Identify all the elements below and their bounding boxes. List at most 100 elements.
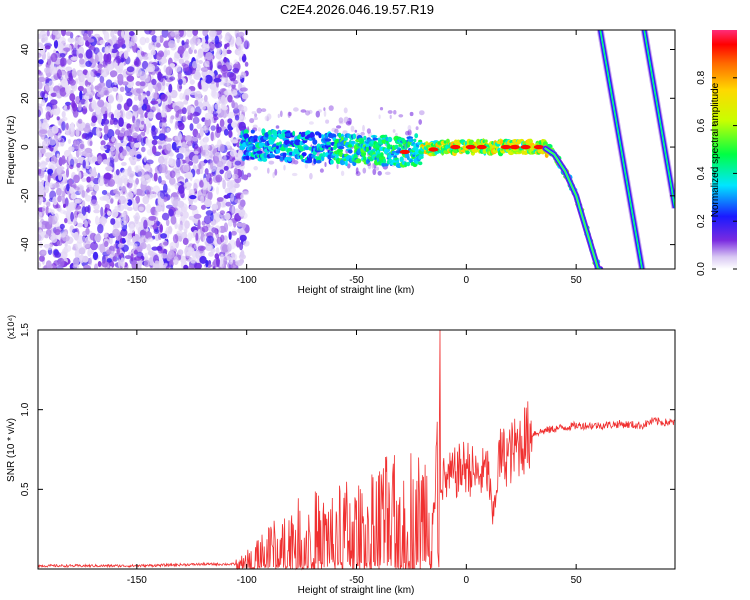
noise-blob xyxy=(158,265,166,269)
noise-blob xyxy=(44,67,51,74)
noise-blob xyxy=(203,144,210,150)
ridge-point xyxy=(465,150,470,155)
ridge-point xyxy=(262,157,268,162)
noise-blob xyxy=(223,194,230,199)
noise-blob xyxy=(336,125,342,129)
spectrogram-heatmap xyxy=(38,30,675,269)
noise-blob xyxy=(216,197,224,202)
noise-blob xyxy=(141,234,145,240)
noise-blob xyxy=(185,171,193,180)
noise-blob xyxy=(45,106,52,112)
noise-blob xyxy=(222,106,228,111)
colorbar-tick-label: 0.0 xyxy=(696,262,707,276)
noise-blob xyxy=(146,159,154,165)
noise-blob xyxy=(110,218,116,225)
noise-blob xyxy=(149,219,155,226)
noise-blob xyxy=(300,109,307,113)
noise-blob xyxy=(210,248,216,253)
x-tick-label: 0 xyxy=(464,575,470,586)
noise-blob xyxy=(132,104,139,112)
noise-blob xyxy=(377,170,382,176)
noise-blob xyxy=(74,198,82,204)
noise-blob xyxy=(86,156,91,162)
noise-blob xyxy=(135,188,143,196)
noise-blob xyxy=(97,99,105,108)
noise-blob xyxy=(165,137,173,142)
noise-blob xyxy=(102,195,110,201)
noise-blob xyxy=(219,76,227,84)
noise-blob xyxy=(393,110,397,115)
noise-blob xyxy=(102,30,106,35)
noise-blob xyxy=(126,79,134,89)
noise-blob xyxy=(103,172,112,180)
ridge-point xyxy=(542,141,548,146)
noise-blob xyxy=(231,173,239,180)
noise-blob xyxy=(45,157,51,163)
noise-blob xyxy=(49,147,54,152)
noise-blob xyxy=(75,78,79,83)
noise-blob xyxy=(59,87,67,97)
noise-blob xyxy=(141,146,146,153)
noise-blob xyxy=(375,166,380,171)
noise-blob xyxy=(229,72,237,82)
noise-blob xyxy=(65,168,70,178)
ridge-point xyxy=(322,151,326,158)
noise-blob xyxy=(238,56,242,62)
noise-blob xyxy=(44,45,51,50)
noise-blob xyxy=(161,110,165,118)
noise-blob xyxy=(77,85,84,92)
snr-x-ticks: -150 -100 -50 0 50 xyxy=(127,330,582,586)
noise-blob xyxy=(192,60,198,69)
noise-blob xyxy=(195,232,199,241)
noise-blob xyxy=(148,215,157,221)
noise-blob xyxy=(38,33,42,40)
noise-blob xyxy=(89,151,93,158)
noise-blob xyxy=(120,175,128,184)
noise-blob xyxy=(168,152,174,157)
noise-blob xyxy=(110,30,115,38)
y-tick-label: 0.5 xyxy=(20,482,31,496)
noise-blob xyxy=(205,259,209,268)
noise-blob xyxy=(150,49,156,56)
noise-blob xyxy=(169,76,176,81)
noise-blob xyxy=(355,167,359,175)
noise-blob xyxy=(360,131,365,136)
noise-blob xyxy=(240,212,248,220)
noise-blob xyxy=(50,92,57,98)
noise-blob xyxy=(160,117,167,124)
ridge-point xyxy=(269,154,276,158)
noise-blob xyxy=(177,70,182,80)
noise-blob xyxy=(209,159,214,170)
noise-blob xyxy=(143,123,147,133)
noise-blob xyxy=(145,194,154,200)
noise-blob xyxy=(111,36,117,42)
noise-blob xyxy=(378,114,381,120)
noise-blob xyxy=(156,42,161,48)
ridge-point xyxy=(383,163,389,167)
noise-blob xyxy=(78,149,82,156)
noise-blob xyxy=(94,263,98,269)
ridge-point xyxy=(256,150,263,154)
noise-blob xyxy=(112,119,118,125)
noise-blob xyxy=(177,109,185,114)
noise-blob xyxy=(65,66,73,71)
noise-blob xyxy=(387,110,393,114)
noise-blob xyxy=(208,41,215,51)
noise-blob xyxy=(192,136,198,142)
noise-blob xyxy=(38,212,42,218)
noise-blob xyxy=(197,245,206,251)
ridge-point xyxy=(303,146,311,151)
noise-blob xyxy=(100,140,106,146)
noise-blob xyxy=(161,212,170,221)
noise-blob xyxy=(291,172,298,177)
noise-blob xyxy=(188,246,193,254)
noise-blob xyxy=(239,87,248,92)
noise-blob xyxy=(193,150,199,155)
noise-blob xyxy=(153,228,160,234)
noise-blob xyxy=(122,81,129,86)
noise-blob xyxy=(67,37,76,43)
noise-blob xyxy=(177,249,184,256)
noise-blob xyxy=(192,116,200,124)
noise-blob xyxy=(165,219,170,227)
noise-blob xyxy=(127,127,133,137)
